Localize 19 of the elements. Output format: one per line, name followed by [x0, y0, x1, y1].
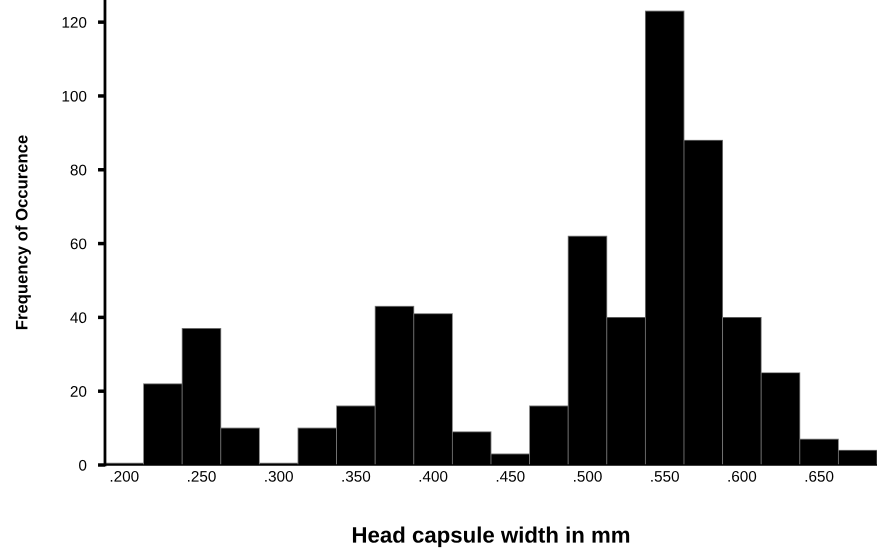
x-tick-label: .300	[265, 470, 293, 482]
x-tick-label: .400	[420, 470, 448, 482]
y-tick-label: 120	[62, 17, 86, 28]
x-tick-label: .500	[574, 470, 602, 482]
x-tick-label: .550	[651, 470, 679, 482]
y-tick-label: 60	[70, 238, 86, 250]
x-tick-label: .350	[342, 470, 370, 482]
y-tick-label: 100	[62, 90, 86, 102]
x-tick-label: .650	[806, 470, 834, 482]
x-tick-label: .200	[110, 470, 139, 482]
x-tick-label: .250	[188, 470, 216, 482]
y-tick-label: 0	[79, 460, 86, 471]
y-tick-label: 20	[70, 386, 86, 397]
x-tick-label: .450	[496, 470, 525, 482]
x-tick-label: .600	[728, 470, 756, 482]
y-tick-label: 40	[70, 312, 86, 324]
y-axis-title: Frequency of Occurence	[15, 135, 31, 330]
y-tick-label: 80	[70, 164, 86, 176]
x-axis-title: Head capsule width in mm	[352, 526, 630, 548]
